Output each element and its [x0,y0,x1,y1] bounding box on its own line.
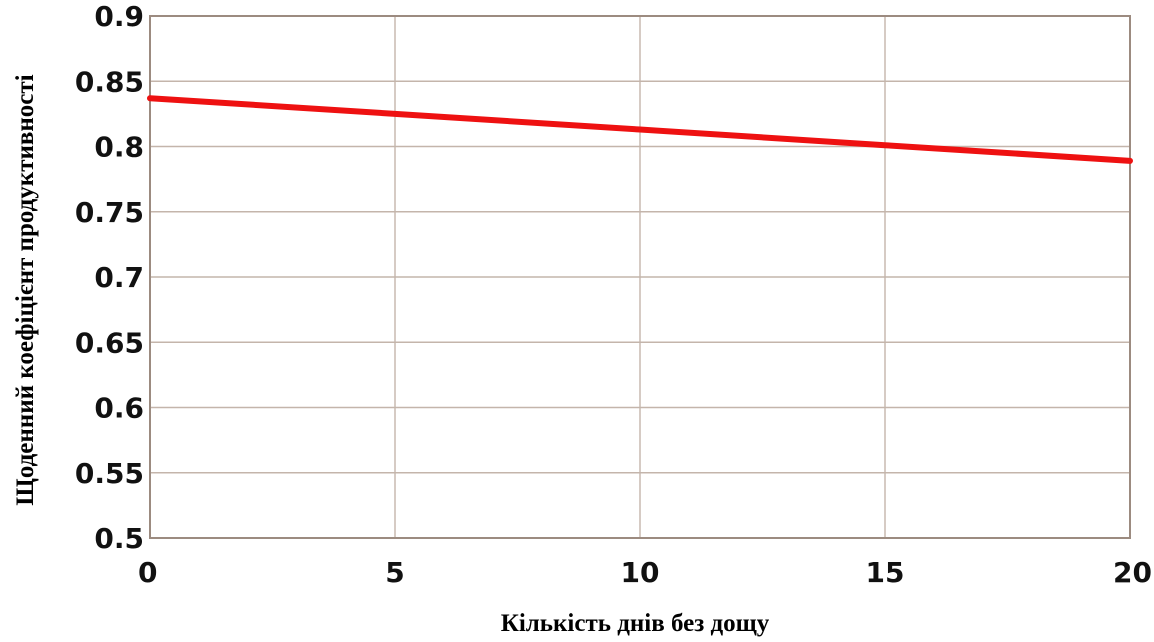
x-tick-label: 15 [866,556,905,589]
x-tick-label: 0 [138,556,157,589]
x-tick-label: 10 [621,556,660,589]
y-tick-label: 0.5 [94,522,144,555]
x-tick-labels: 0 5 10 15 20 [138,556,1152,589]
x-axis-label: Кількість днів без дощу [501,610,770,637]
y-tick-label: 0.65 [75,326,144,359]
y-tick-label: 0.85 [75,65,144,98]
y-tick-label: 0.55 [75,457,144,490]
grid [149,15,1131,539]
y-tick-labels: 0.5 0.55 0.6 0.65 0.7 0.75 0.8 0.85 0.9 [75,0,144,555]
y-axis-label: Щоденний коефіцієнт продуктивності [12,74,39,505]
y-tick-label: 0.7 [94,261,144,294]
y-tick-label: 0.75 [75,196,144,229]
y-tick-label: 0.6 [94,392,144,425]
series-line-0 [147,95,1133,164]
y-tick-label: 0.8 [94,131,144,164]
y-tick-label: 0.9 [94,0,144,33]
x-tick-label: 5 [385,556,404,589]
series-group [147,95,1133,164]
plot-frame [149,15,1131,539]
x-tick-label: 20 [1113,556,1152,589]
